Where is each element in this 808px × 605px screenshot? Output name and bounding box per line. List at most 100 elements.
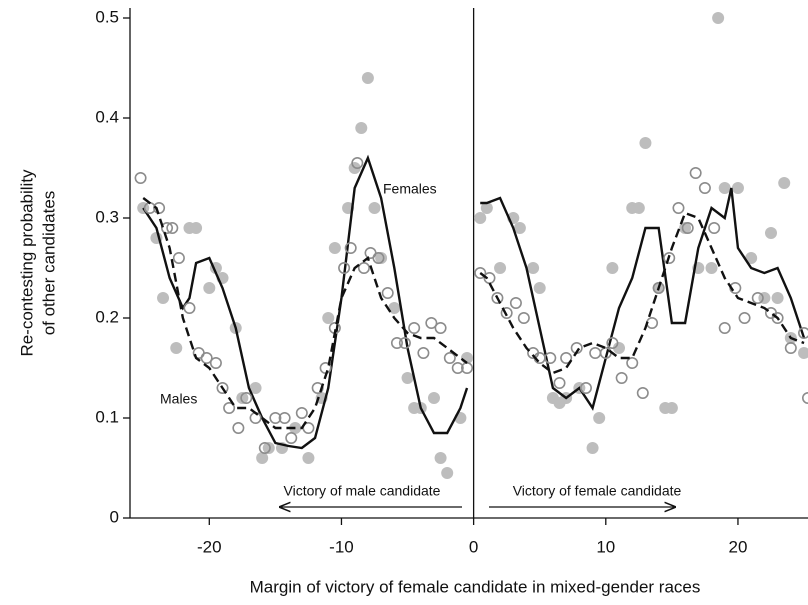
data-point	[500, 306, 513, 319]
y-tick-label: 0.5	[95, 7, 119, 26]
data-point	[798, 327, 808, 339]
data-point	[771, 292, 784, 304]
smooth-line	[480, 187, 806, 411]
data-point	[718, 182, 731, 194]
data-point	[665, 402, 678, 414]
data-point	[615, 371, 628, 384]
smooth-line	[142, 154, 469, 450]
annotation: Victory of female candidate	[513, 483, 682, 499]
data-point	[586, 442, 599, 454]
data-point	[134, 172, 147, 185]
data-point	[302, 452, 315, 464]
data-point	[705, 262, 718, 274]
data-point	[613, 342, 626, 354]
data-point	[491, 291, 504, 304]
x-axis-label: Margin of victory of female candidate in…	[250, 577, 701, 596]
data-point	[698, 182, 711, 195]
series-label: Males	[160, 391, 197, 407]
data-point	[355, 122, 368, 134]
data-point	[390, 336, 403, 349]
data-point	[258, 441, 271, 454]
data-point	[474, 212, 487, 224]
data-point	[357, 261, 370, 274]
y-axis-label: of other candidates	[39, 191, 58, 336]
data-point	[166, 222, 179, 235]
data-point	[441, 467, 454, 479]
data-point	[509, 296, 522, 309]
data-point	[778, 177, 791, 189]
data-point	[249, 382, 262, 394]
data-point	[593, 412, 606, 424]
x-tick-label: 10	[596, 537, 615, 556]
data-point	[679, 222, 692, 234]
data-point	[513, 222, 526, 234]
data-point	[632, 202, 645, 214]
data-point	[375, 252, 388, 264]
data-point	[434, 452, 447, 464]
data-point	[285, 431, 298, 444]
data-point	[240, 391, 253, 404]
data-point	[161, 222, 174, 235]
data-point	[427, 392, 440, 404]
data-point	[170, 342, 183, 354]
data-point	[689, 167, 702, 180]
data-point	[636, 386, 649, 399]
data-point	[388, 302, 401, 314]
data-point	[401, 372, 414, 384]
data-point	[681, 222, 694, 235]
data-point	[474, 266, 487, 279]
annotation: Victory of male candidate	[284, 483, 441, 499]
data-point	[236, 392, 249, 404]
data-point	[372, 252, 385, 265]
data-point	[745, 252, 758, 264]
data-point	[718, 321, 731, 334]
data-point	[200, 351, 213, 364]
data-point	[269, 411, 282, 424]
data-point	[517, 311, 530, 324]
data-point	[527, 262, 540, 274]
data-point	[553, 376, 566, 389]
data-point	[606, 336, 619, 349]
data-point	[639, 137, 652, 149]
data-point	[203, 282, 216, 294]
data-point	[338, 261, 351, 274]
x-tick-label: -20	[197, 537, 222, 556]
data-point	[381, 286, 394, 299]
data-point	[344, 242, 357, 255]
data-point	[278, 411, 291, 424]
y-tick-label: 0.2	[95, 307, 119, 326]
data-point	[183, 301, 196, 314]
x-tick-label: 20	[728, 537, 747, 556]
y-tick-label: 0.1	[95, 407, 119, 426]
y-tick-label: 0.4	[95, 107, 119, 126]
data-point	[232, 421, 245, 434]
data-point	[434, 321, 447, 334]
data-point	[172, 252, 185, 265]
data-point	[802, 392, 808, 404]
data-point	[451, 361, 464, 374]
data-point	[731, 182, 744, 194]
y-tick-label: 0	[110, 507, 119, 526]
data-point	[798, 347, 808, 359]
data-point	[738, 311, 751, 324]
y-tick-label: 0.3	[95, 207, 119, 226]
data-point	[494, 262, 507, 274]
data-point	[771, 311, 784, 324]
data-point	[256, 452, 269, 464]
data-point	[417, 346, 430, 359]
data-point	[626, 356, 639, 369]
data-point	[652, 281, 665, 294]
x-tick-label: -10	[329, 537, 354, 556]
data-point	[708, 222, 721, 235]
y-axis-label: Re-contesting probability	[17, 169, 36, 357]
data-point	[544, 351, 557, 364]
data-point	[216, 381, 229, 394]
data-point	[262, 442, 275, 454]
smooth-line	[479, 211, 805, 375]
data-point	[443, 351, 456, 364]
data-point	[663, 252, 676, 265]
data-point	[398, 336, 411, 349]
data-point	[579, 381, 592, 394]
data-point	[295, 406, 308, 419]
